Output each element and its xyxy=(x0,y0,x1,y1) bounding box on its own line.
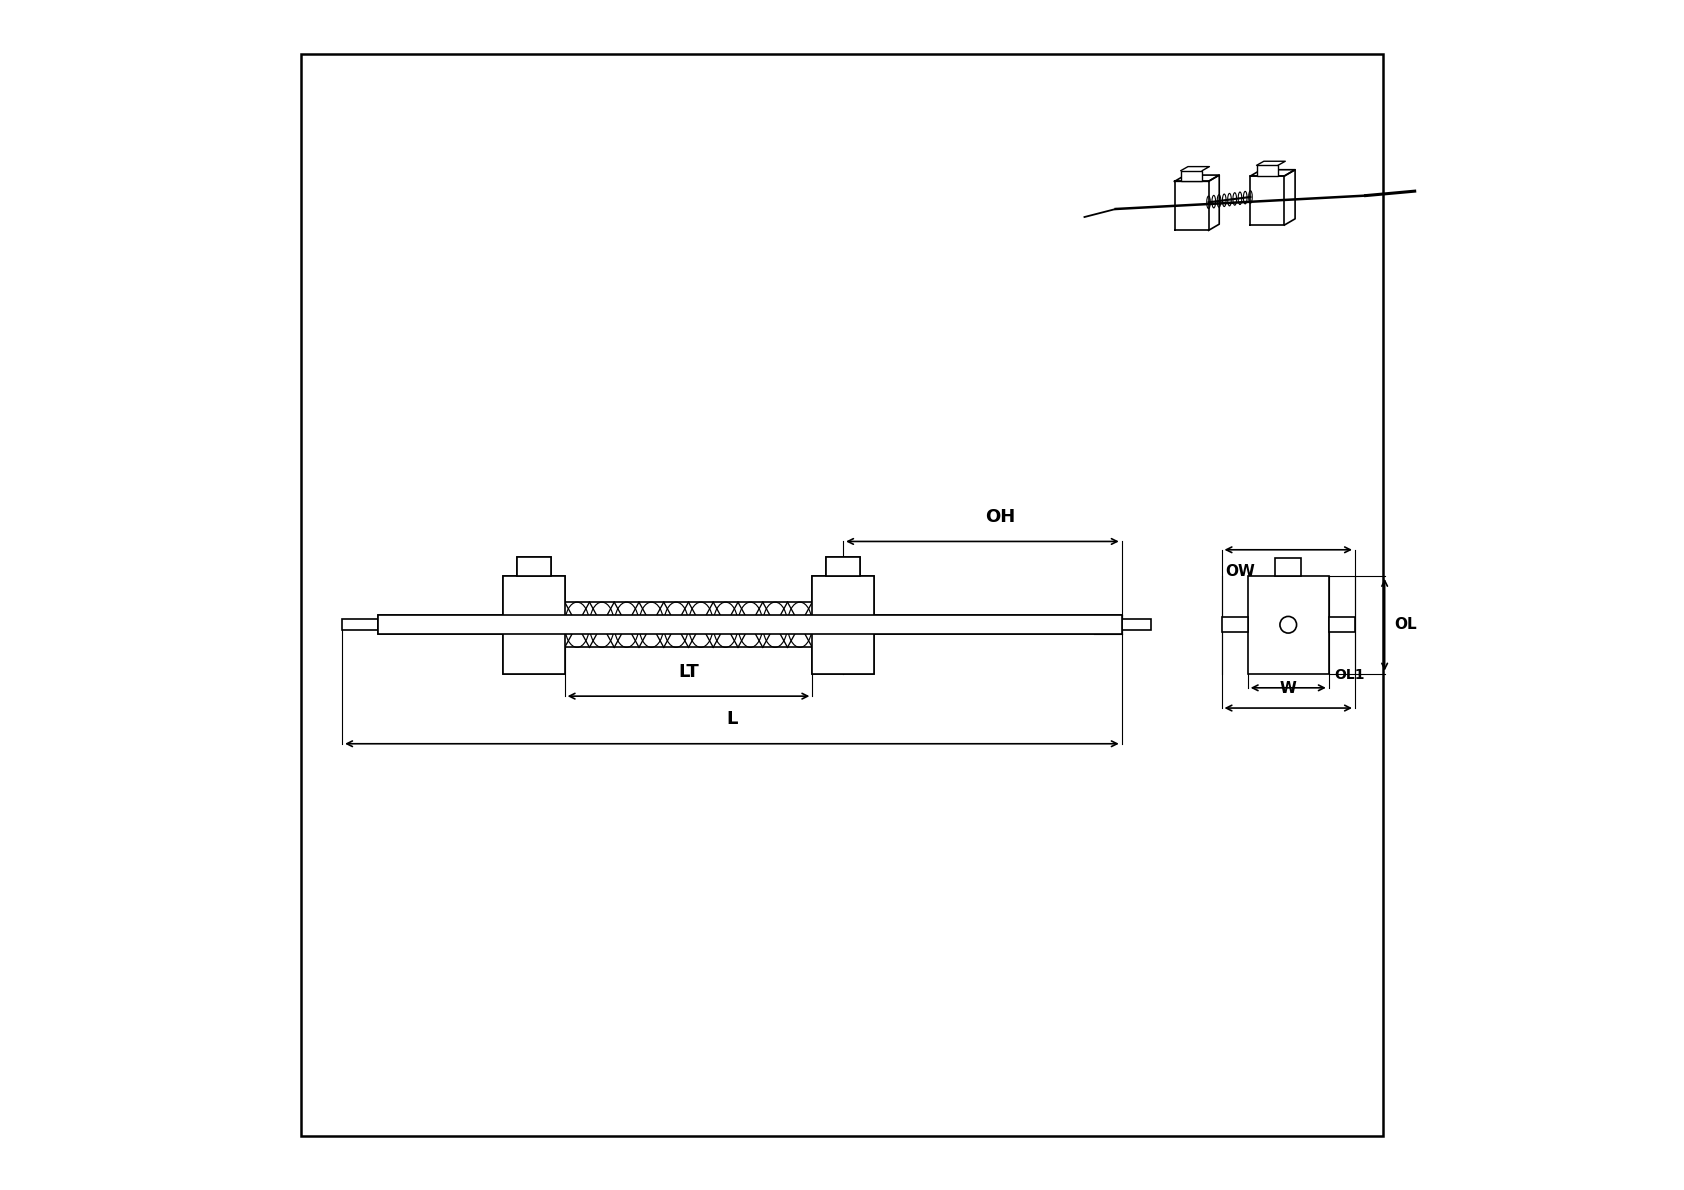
Bar xyxy=(1122,619,1152,631)
Ellipse shape xyxy=(1233,193,1236,205)
Bar xyxy=(342,619,377,631)
Bar xyxy=(812,576,874,674)
Text: W: W xyxy=(1280,681,1297,696)
Ellipse shape xyxy=(1207,196,1211,208)
Bar xyxy=(377,615,1122,634)
Ellipse shape xyxy=(1243,192,1248,203)
Bar xyxy=(1275,558,1302,576)
Text: OL1: OL1 xyxy=(1335,668,1366,682)
Text: OW: OW xyxy=(1226,564,1255,580)
Circle shape xyxy=(1280,616,1297,633)
Text: LT: LT xyxy=(679,663,699,681)
Bar xyxy=(517,557,551,576)
Bar xyxy=(504,576,564,674)
Bar xyxy=(517,557,551,576)
Bar xyxy=(1256,165,1278,176)
Bar xyxy=(1329,618,1356,633)
Bar xyxy=(812,576,874,674)
Ellipse shape xyxy=(1228,194,1231,206)
Bar xyxy=(827,557,861,576)
Ellipse shape xyxy=(1223,194,1226,207)
Text: OL: OL xyxy=(1394,618,1416,632)
Bar xyxy=(377,615,1122,634)
Ellipse shape xyxy=(1218,195,1221,207)
Ellipse shape xyxy=(1212,195,1216,208)
Text: TD: TD xyxy=(1098,618,1122,632)
Text: L: L xyxy=(726,710,738,728)
Bar xyxy=(827,557,861,576)
Bar xyxy=(564,602,812,647)
Ellipse shape xyxy=(1238,192,1241,205)
Ellipse shape xyxy=(1248,190,1253,203)
Bar xyxy=(504,576,564,674)
Bar xyxy=(1221,618,1248,633)
Text: OH: OH xyxy=(985,508,1015,526)
Bar xyxy=(1180,170,1202,181)
Bar xyxy=(1248,576,1329,674)
